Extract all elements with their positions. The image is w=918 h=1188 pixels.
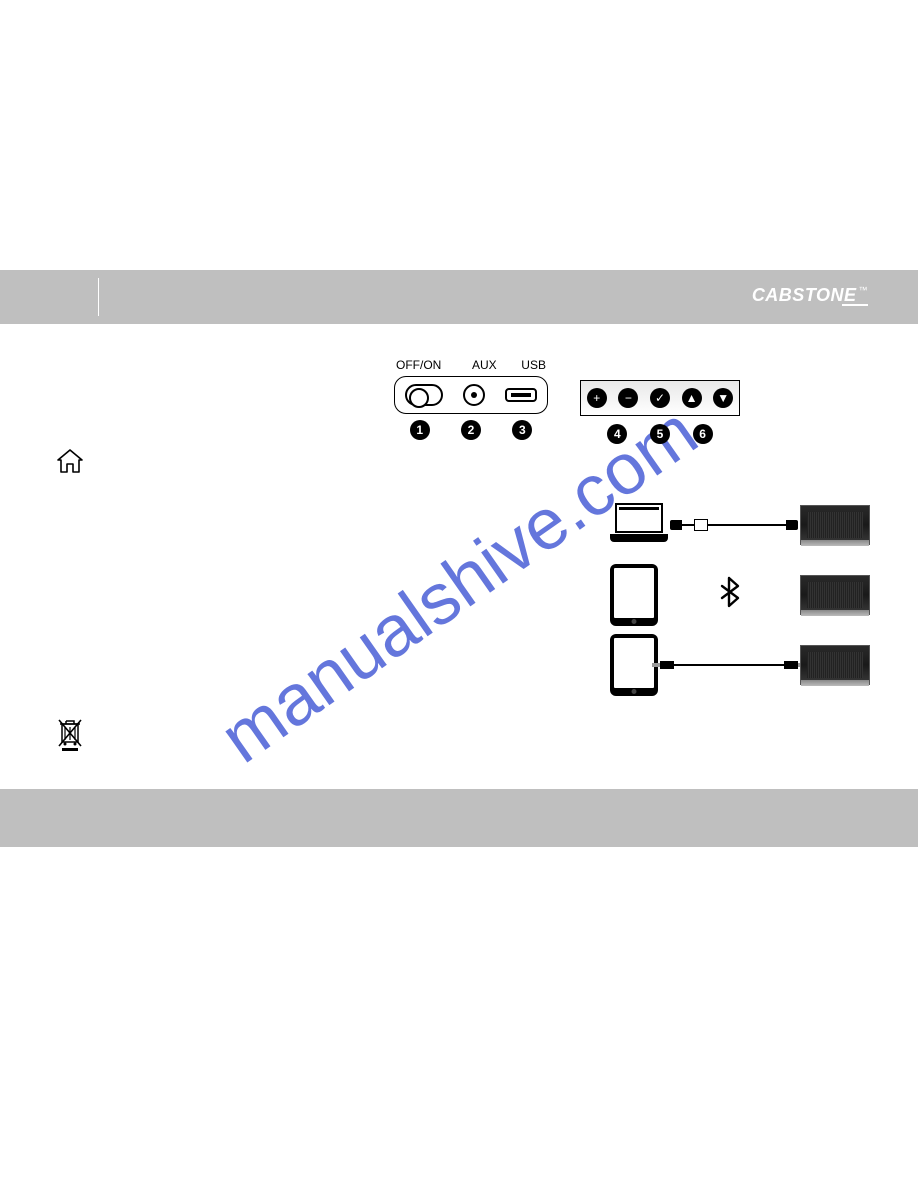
brand-logo: CABSTONE™ [752, 285, 868, 306]
buttons-box: + − ✓ ▲ ▼ [580, 380, 740, 416]
laptop-icon [610, 503, 668, 547]
connection-usb-row [610, 490, 870, 560]
port-numbers: 1 2 3 [394, 420, 548, 440]
brand-tm: ™ [859, 285, 869, 295]
buttons-diagram: + − ✓ ▲ ▼ 4 5 6 [580, 380, 740, 444]
callout-4: 4 [607, 424, 627, 444]
callout-6: 6 [693, 424, 713, 444]
home-icon [56, 448, 84, 479]
speaker-icon [800, 645, 870, 685]
aux-jack-icon [463, 384, 485, 406]
connection-bluetooth-row [610, 560, 870, 630]
connection-diagrams [610, 490, 870, 700]
bluetooth-icon [658, 576, 800, 615]
usb-cable-icon [672, 524, 796, 526]
tablet-icon [610, 564, 658, 626]
callout-1: 1 [410, 420, 430, 440]
down-button-icon: ▼ [713, 388, 733, 408]
callout-3: 3 [512, 420, 532, 440]
button-numbers: 4 5 6 [580, 424, 740, 444]
manual-page: CABSTONE™ manualshive.com OFF/ON AUX USB [0, 0, 918, 1188]
up-button-icon: ▲ [682, 388, 702, 408]
footer-band [0, 789, 918, 847]
aux-cable-icon [662, 664, 796, 666]
play-button-icon: ✓ [650, 388, 670, 408]
power-switch-icon [405, 384, 443, 406]
ports-box [394, 376, 548, 414]
speaker-icon [800, 505, 870, 545]
usb-port-icon [505, 388, 537, 402]
speaker-icon [800, 575, 870, 615]
callout-5: 5 [650, 424, 670, 444]
connection-aux-row [610, 630, 870, 700]
plus-button-icon: + [587, 388, 607, 408]
weee-bin-icon [56, 718, 84, 757]
label-power: OFF/ON [396, 358, 441, 372]
label-usb: USB [521, 358, 546, 372]
port-labels-row: OFF/ON AUX USB [394, 358, 548, 376]
ports-diagram: OFF/ON AUX USB 1 2 3 [394, 358, 548, 440]
label-aux: AUX [472, 358, 497, 372]
callout-2: 2 [461, 420, 481, 440]
header-divider [98, 278, 99, 316]
tablet-icon [610, 634, 658, 696]
brand-text: CABSTONE [752, 285, 857, 305]
minus-button-icon: − [618, 388, 638, 408]
